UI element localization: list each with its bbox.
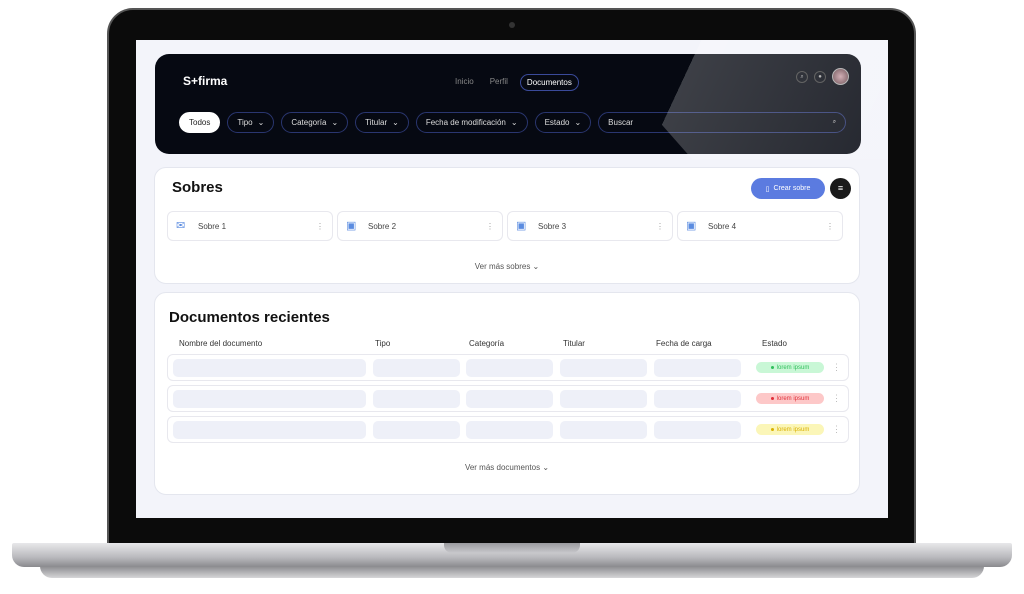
cell-placeholder	[373, 421, 460, 439]
filter-categoria[interactable]: Categoría ⌄	[281, 112, 349, 133]
menu-button[interactable]: ≡	[830, 178, 851, 199]
avatar[interactable]	[832, 68, 849, 85]
top-header: S+firma Inicio Perfil Documentos ⌕ ● Tod…	[155, 54, 861, 154]
more-vertical-icon[interactable]: ⋮	[832, 393, 841, 403]
calendar-envelope-icon: ▣	[686, 220, 697, 232]
status-dot	[770, 366, 774, 369]
cell-placeholder	[560, 421, 647, 439]
sobres-card: Sobres ▯ Crear sobre ≡ ✉ Sobre 1 ⋮ ▣ Sobre 2…	[154, 167, 860, 284]
search-icon[interactable]: ⌕	[796, 70, 808, 83]
label: Sobre 2	[368, 221, 397, 231]
label: Estado	[544, 118, 570, 127]
logo: S+firma	[183, 74, 228, 88]
calendar-envelope-icon: ▣	[346, 220, 357, 232]
status-badge: lorem ipsum	[756, 393, 824, 404]
column-header: Nombre del documento	[179, 339, 263, 348]
column-header: Tipo	[375, 339, 391, 348]
cell-placeholder	[466, 359, 553, 377]
nav-documentos[interactable]: Documentos	[519, 74, 579, 91]
more-vertical-icon[interactable]: ⋮	[826, 221, 834, 231]
laptop-base-bottom	[40, 566, 984, 578]
chevron-down-icon: ⌄	[257, 118, 265, 127]
ver-mas-documentos[interactable]: Ver más documentos ⌄	[155, 463, 859, 472]
section-title: Documentos recientes	[169, 309, 330, 326]
cell-placeholder	[173, 359, 366, 377]
column-header: Fecha de carga	[656, 339, 712, 348]
cell-placeholder	[173, 421, 366, 439]
label: Tipo	[237, 118, 253, 127]
chevron-down-icon: ⌄	[331, 118, 339, 127]
chevron-down-icon: ⌄	[542, 463, 550, 472]
label: Ver más sobres	[474, 262, 531, 271]
cell-placeholder	[466, 390, 553, 408]
filter-bar: Todos Tipo ⌄ Categoría ⌄ Titular ⌄ Fecha de…	[179, 112, 847, 133]
cell-placeholder	[466, 421, 553, 439]
sobre-item[interactable]: ✉ Sobre 1 ⋮	[167, 211, 333, 241]
cell-placeholder	[654, 359, 741, 377]
status-text: lorem ipsum	[776, 364, 810, 371]
nav-perfil[interactable]: Perfil	[489, 77, 508, 86]
calendar-envelope-icon: ▣	[516, 220, 527, 232]
create-sobre-button[interactable]: ▯ Crear sobre	[751, 178, 825, 199]
filter-fecha[interactable]: Fecha de modificación ⌄	[415, 112, 528, 133]
documentos-card: Documentos recientes Nombre del document…	[154, 292, 860, 495]
filter-tipo[interactable]: Tipo ⌄	[227, 112, 275, 133]
column-header: Estado	[762, 339, 787, 348]
sobre-item[interactable]: ▣ Sobre 4 ⋮	[677, 211, 843, 241]
ver-mas-sobres[interactable]: Ver más sobres ⌄	[155, 262, 859, 271]
more-vertical-icon[interactable]: ⋮	[656, 221, 664, 231]
cell-placeholder	[654, 421, 741, 439]
more-vertical-icon[interactable]: ⋮	[832, 424, 841, 434]
cell-placeholder	[373, 359, 460, 377]
label: Crear sobre	[773, 185, 811, 192]
bell-icon[interactable]: ●	[814, 70, 826, 83]
cell-placeholder	[560, 390, 647, 408]
label: Sobre 3	[538, 221, 567, 231]
chevron-down-icon: ⌄	[574, 118, 582, 127]
bookmark-icon: ▯	[765, 185, 770, 193]
more-vertical-icon[interactable]: ⋮	[832, 362, 841, 372]
chevron-down-icon: ⌄	[532, 262, 540, 271]
label: Categoría	[291, 118, 327, 127]
column-header: Categoría	[469, 339, 505, 348]
more-vertical-icon[interactable]: ⋮	[316, 221, 324, 231]
label: Fecha de modificación	[425, 118, 506, 127]
label: Ver más documentos	[464, 463, 541, 472]
column-header: Titular	[563, 339, 585, 348]
label: Sobre 4	[708, 221, 737, 231]
status-dot	[770, 428, 774, 431]
cell-placeholder	[560, 359, 647, 377]
main-nav: Inicio Perfil Documentos	[451, 74, 579, 91]
placeholder: Buscar	[608, 118, 634, 127]
more-vertical-icon[interactable]: ⋮	[486, 221, 494, 231]
table-row[interactable]: lorem ipsum ⋮	[167, 385, 849, 412]
status-text: lorem ipsum	[776, 395, 810, 402]
chevron-down-icon: ⌄	[392, 118, 399, 127]
sobre-item[interactable]: ▣ Sobre 3 ⋮	[507, 211, 673, 241]
cell-placeholder	[373, 390, 460, 408]
envelope-icon: ✉	[176, 220, 186, 232]
filter-todos[interactable]: Todos	[179, 112, 221, 133]
table-row[interactable]: lorem ipsum ⋮	[167, 416, 849, 443]
status-badge: lorem ipsum	[756, 362, 824, 373]
chevron-down-icon: ⌄	[510, 118, 518, 127]
laptop-notch	[444, 543, 580, 553]
status-badge: lorem ipsum	[756, 424, 824, 435]
table-row[interactable]: lorem ipsum ⋮	[167, 354, 849, 381]
cell-placeholder	[654, 390, 741, 408]
status-text: lorem ipsum	[776, 426, 810, 433]
label: Sobre 1	[198, 221, 227, 231]
label: Titular	[365, 118, 388, 127]
nav-inicio[interactable]: Inicio	[455, 77, 474, 86]
cell-placeholder	[173, 390, 366, 408]
filter-estado[interactable]: Estado ⌄	[534, 112, 592, 133]
camera	[509, 22, 515, 28]
sobre-item[interactable]: ▣ Sobre 2 ⋮	[337, 211, 503, 241]
search-input[interactable]: Buscar ⌕	[598, 112, 847, 133]
screen: S+firma Inicio Perfil Documentos ⌕ ● Tod…	[136, 40, 888, 518]
status-dot	[770, 397, 774, 400]
filter-titular[interactable]: Titular ⌄	[355, 112, 409, 133]
section-title: Sobres	[172, 179, 223, 196]
search-icon: ⌕	[832, 119, 837, 125]
